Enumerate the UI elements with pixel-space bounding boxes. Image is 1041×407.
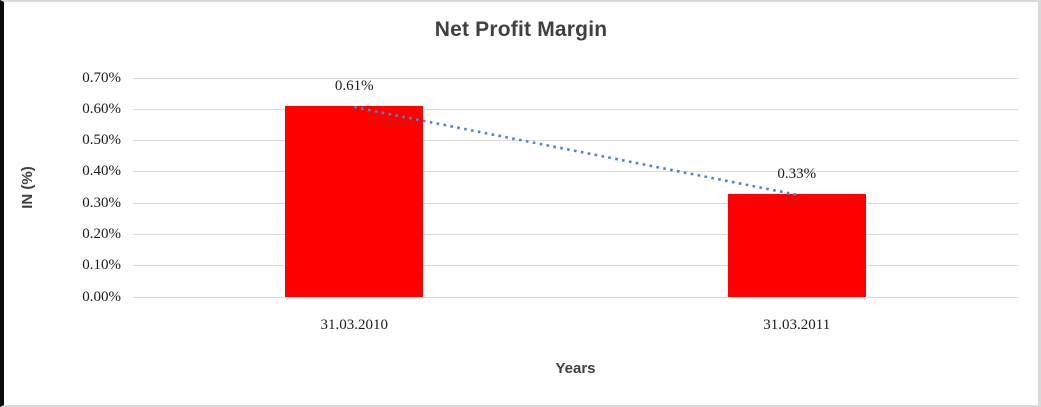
y-axis-title-text: IN (%) <box>18 166 36 209</box>
y-tick-label: 0.20% <box>82 225 121 242</box>
category-label: 31.03.2011 <box>763 317 831 333</box>
y-tick-label: 0.50% <box>82 132 121 149</box>
bar-31.03.2011 <box>727 193 866 297</box>
chart-title: Net Profit Margin <box>434 18 608 41</box>
gridline <box>133 296 1018 298</box>
data-label: 0.61% <box>334 78 374 95</box>
x-axis-title: Years <box>555 360 596 377</box>
data-label: 0.33% <box>777 165 817 182</box>
y-tick-labels: 0.70% 0.60% 0.50% 0.40% 0.30% 0.20% 0.10% 0.00% <box>59 70 121 305</box>
gridline <box>133 265 1018 267</box>
gridline <box>133 202 1018 204</box>
frame-corner-artifact <box>0 0 16 2</box>
bar-31.03.2010 <box>285 106 424 297</box>
trendline <box>353 105 798 197</box>
y-tick-label: 0.30% <box>82 194 121 211</box>
plot-area: 0.61% 31.03.2010 0.33% 31.03.2011 <box>133 77 1018 333</box>
gridline <box>133 108 1018 110</box>
gridline <box>133 233 1018 235</box>
trendline-segment <box>353 105 798 197</box>
gridline <box>133 140 1018 142</box>
y-tick-label: 0.00% <box>82 288 121 305</box>
y-tick-label: 0.40% <box>82 163 121 180</box>
gridline <box>133 171 1018 173</box>
gridline <box>133 77 1018 79</box>
y-tick-label: 0.10% <box>82 257 121 274</box>
y-tick-label: 0.60% <box>82 100 121 117</box>
y-tick-label: 0.70% <box>82 69 121 86</box>
category-label: 31.03.2010 <box>320 317 389 333</box>
